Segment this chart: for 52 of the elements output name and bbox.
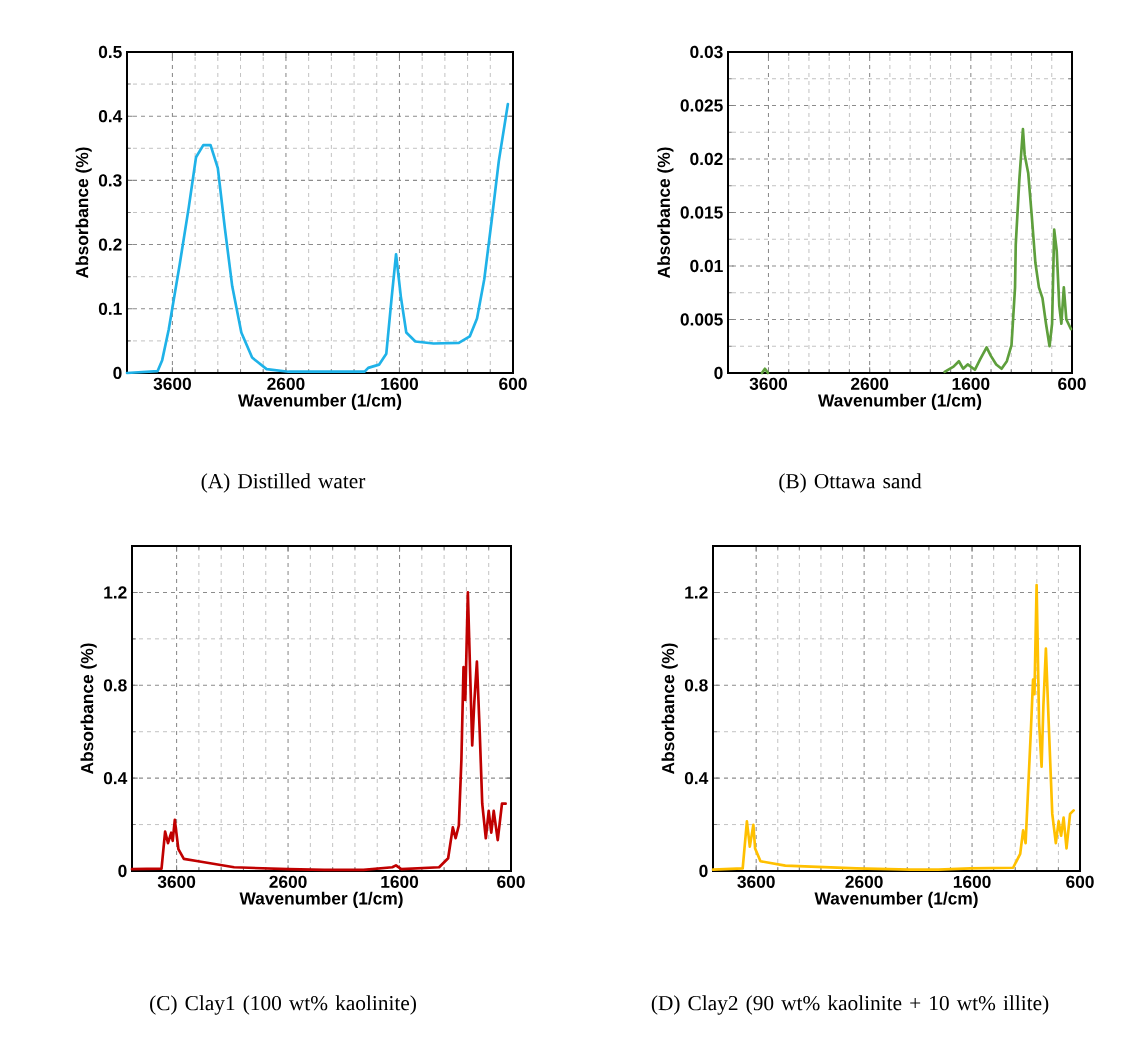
y-tick-label: 0 (699, 864, 708, 878)
x-tick-label: 1600 (381, 875, 419, 888)
y-tick-label: 0.01 (690, 259, 723, 273)
x-tick-label: 2600 (850, 377, 889, 390)
y-tick-label: 0.2 (98, 238, 122, 251)
x-tick-label: 600 (499, 377, 527, 390)
x-axis-title: Wavenumber (1/cm) (239, 891, 403, 908)
y-axis-title: Absorbance (%) (75, 147, 92, 279)
text: (A) Distilled water (201, 473, 366, 493)
y-tick-label: 1.2 (685, 586, 708, 599)
x-tick-label: 600 (497, 875, 525, 888)
y-tick-label: 0.8 (684, 679, 708, 692)
x-tick-label: 2600 (845, 875, 883, 888)
y-tick-label: 0.1 (98, 302, 122, 315)
y-axis-title: Absorbance (%) (657, 147, 674, 279)
y-tick-label: 0 (113, 366, 122, 380)
x-axis-title: Wavenumber (1/cm) (237, 393, 402, 410)
y-tick-label: 1.2 (104, 586, 127, 599)
x-tick-label: 1600 (952, 377, 990, 390)
x-tick-label: 3600 (153, 377, 191, 390)
y-tick-label: 0.4 (98, 110, 123, 123)
x-tick-label: 3600 (157, 875, 196, 888)
y-tick-label: 0.02 (690, 152, 723, 166)
y-tick-label: 0.5 (98, 45, 122, 59)
y-axis-title: Absorbance (%) (80, 643, 97, 775)
y-tick-label: 0.005 (680, 313, 723, 326)
x-axis-title: Wavenumber (1/cm) (814, 891, 978, 908)
y-tick-label: 0.8 (103, 679, 127, 692)
text: (B) Ottawa sand (779, 473, 922, 493)
y-tick-label: 0.4 (684, 772, 709, 785)
x-tick-label: 2600 (267, 377, 305, 390)
line-series (125, 102, 510, 375)
x-tick-label: 3600 (749, 377, 788, 390)
y-tick-label: 0 (714, 366, 723, 380)
x-tick-label: 600 (1066, 875, 1094, 888)
text: (C) Clay1 (100 wt% kaolinite) (150, 995, 416, 1015)
text: (D) Clay2 (90 wt% kaolinite + 10 wt% illite) (651, 995, 1049, 1015)
y-axis-title: Absorbance (%) (661, 643, 678, 775)
y-tick-label: 0.4 (103, 772, 128, 785)
line-series (711, 583, 1075, 871)
x-tick-label: 3600 (737, 875, 775, 888)
y-tick-label: 0.3 (98, 174, 122, 187)
x-axis-title: Wavenumber (1/cm) (817, 393, 982, 410)
x-tick-label: 600 (1058, 377, 1086, 390)
y-tick-label: 0.03 (690, 45, 723, 59)
x-tick-label: 1600 (953, 875, 991, 888)
x-tick-label: 1600 (381, 377, 419, 390)
line-series (130, 591, 507, 872)
y-tick-label: 0.025 (680, 99, 723, 112)
y-tick-label: 0.015 (680, 206, 723, 219)
y-tick-label: 0 (118, 864, 127, 878)
x-tick-label: 2600 (269, 875, 307, 888)
